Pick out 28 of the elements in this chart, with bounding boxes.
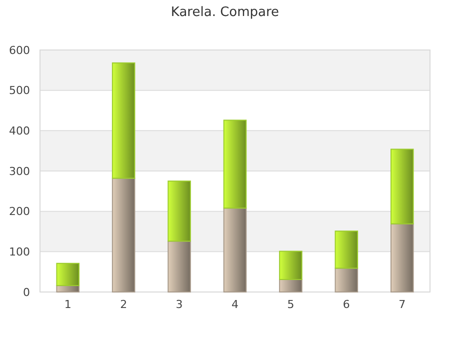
x-tick-label: 6 xyxy=(342,298,350,311)
x-tick-label: 3 xyxy=(176,298,183,311)
bar xyxy=(223,120,247,209)
bar xyxy=(168,180,191,242)
x-tick-label: 7 xyxy=(398,298,406,311)
y-tick-label: 400 xyxy=(9,124,30,138)
bar xyxy=(279,278,302,292)
x-tick-label: 2 xyxy=(120,298,128,311)
bar xyxy=(112,62,136,179)
bar xyxy=(223,208,247,292)
bar xyxy=(334,230,358,269)
y-tick-label: 600 xyxy=(9,44,30,57)
y-tick-label: 500 xyxy=(9,84,30,98)
bar xyxy=(334,268,358,292)
bar xyxy=(390,148,414,224)
y-tick-label: 200 xyxy=(9,205,30,218)
bar xyxy=(390,223,414,292)
bar xyxy=(279,250,302,280)
bar xyxy=(168,240,191,292)
y-tick-label: 0 xyxy=(23,286,30,299)
bar xyxy=(112,178,136,292)
x-tick-label: 5 xyxy=(287,298,294,311)
x-tick-label: 1 xyxy=(64,298,72,311)
y-tick-label: 300 xyxy=(9,164,30,178)
x-tick-label: 4 xyxy=(232,298,238,311)
bar xyxy=(56,262,80,286)
y-tick-label: 100 xyxy=(9,246,30,259)
chart-title: Karela. Compare xyxy=(170,5,280,20)
